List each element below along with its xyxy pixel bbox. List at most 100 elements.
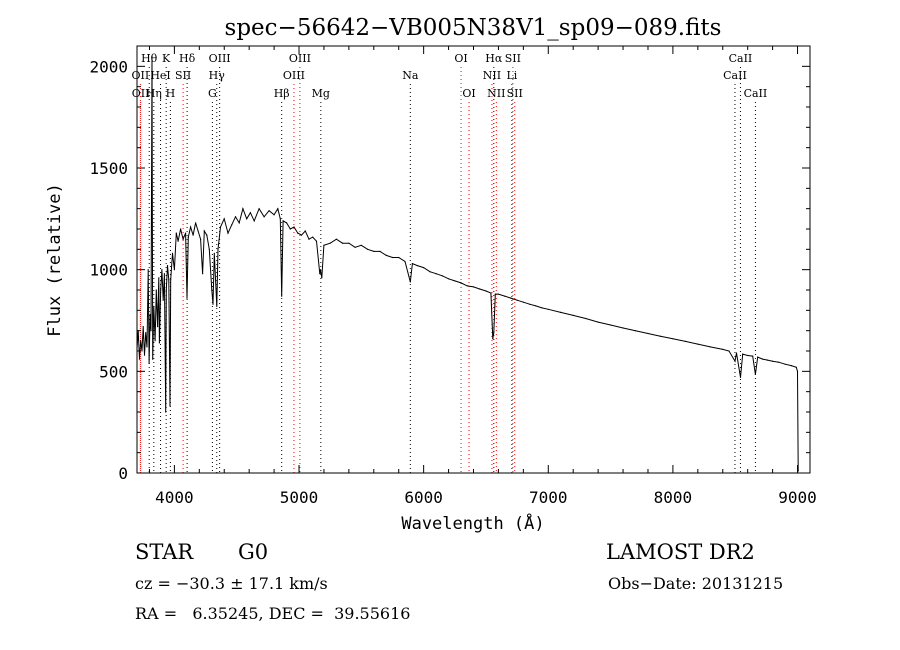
marker-label-16: Li bbox=[506, 69, 517, 82]
y-tick-label-1: 500 bbox=[99, 362, 128, 381]
data-point-97 bbox=[404, 260, 406, 263]
data-point-3 bbox=[140, 340, 142, 342]
data-point-116 bbox=[497, 293, 499, 295]
data-point-82 bbox=[319, 269, 322, 271]
data-point-81 bbox=[319, 273, 321, 275]
x-axis-label: Wavelength (Å) bbox=[401, 512, 544, 534]
data-point-74 bbox=[293, 226, 295, 228]
data-point-39 bbox=[187, 236, 189, 238]
data-point-49 bbox=[211, 289, 213, 291]
data-point-31 bbox=[171, 252, 174, 254]
data-point-23 bbox=[162, 299, 164, 301]
data-point-62 bbox=[249, 212, 251, 214]
data-point-141 bbox=[735, 352, 738, 354]
data-point-90 bbox=[360, 244, 362, 246]
axis-ticks: 4000 5000 6000 7000 8000 9000 0 500 1000 1500 2000 bbox=[89, 45, 817, 507]
data-point-72 bbox=[286, 222, 288, 224]
data-point-6 bbox=[143, 354, 146, 356]
data-point-126 bbox=[572, 314, 574, 316]
data-point-108 bbox=[466, 285, 468, 287]
data-point-91 bbox=[367, 248, 369, 250]
data-point-52 bbox=[216, 305, 218, 307]
data-point-102 bbox=[429, 271, 431, 273]
data-point-50 bbox=[212, 303, 214, 305]
marker-label-15: NII bbox=[483, 69, 501, 82]
data-point-80 bbox=[315, 240, 318, 242]
redshift-velocity: cz = −30.3 ± 17.1 km/s bbox=[135, 574, 328, 593]
data-point-14 bbox=[152, 358, 154, 360]
data-point-129 bbox=[610, 324, 612, 326]
data-point-4 bbox=[141, 350, 143, 352]
data-point-135 bbox=[684, 340, 687, 342]
data-point-78 bbox=[308, 238, 310, 240]
data-point-37 bbox=[185, 232, 187, 234]
marker-label-9: OII bbox=[132, 69, 150, 82]
data-point-128 bbox=[597, 321, 599, 323]
data-point-65 bbox=[263, 216, 265, 218]
data-point-106 bbox=[454, 280, 456, 282]
data-point-16 bbox=[154, 340, 156, 342]
data-point-41 bbox=[192, 234, 194, 236]
data-point-56 bbox=[227, 232, 229, 234]
x-tick-label-4: 8000 bbox=[654, 488, 693, 507]
data-point-67 bbox=[273, 214, 275, 216]
data-point-38 bbox=[186, 297, 188, 299]
data-point-148 bbox=[762, 358, 764, 360]
data-point-66 bbox=[268, 210, 270, 212]
marker-label-8: CaII bbox=[729, 52, 753, 65]
data-point-111 bbox=[485, 290, 487, 292]
data-point-154 bbox=[795, 366, 797, 368]
data-point-92 bbox=[373, 250, 375, 252]
data-point-20 bbox=[158, 342, 160, 344]
data-point-120 bbox=[522, 301, 525, 303]
data-point-152 bbox=[784, 363, 786, 365]
plot-frame bbox=[136, 45, 811, 474]
x-tick-label-1: 5000 bbox=[280, 488, 319, 507]
data-point-93 bbox=[379, 250, 381, 252]
data-point-47 bbox=[206, 234, 208, 236]
data-point-60 bbox=[242, 208, 244, 210]
data-point-79 bbox=[312, 236, 314, 238]
data-point-63 bbox=[253, 220, 255, 222]
data-point-131 bbox=[634, 330, 637, 332]
data-point-55 bbox=[223, 218, 225, 220]
marker-label-19: Hη bbox=[146, 87, 162, 100]
data-point-69 bbox=[279, 218, 281, 220]
y-tick-label-3: 1500 bbox=[89, 159, 128, 178]
data-point-139 bbox=[728, 350, 730, 352]
data-point-136 bbox=[697, 343, 699, 345]
marker-label-11: SII bbox=[175, 69, 191, 82]
data-point-30 bbox=[170, 279, 172, 281]
marker-label-25: NII bbox=[487, 87, 505, 100]
data-point-40 bbox=[190, 226, 192, 228]
data-point-99 bbox=[411, 263, 413, 265]
x-tick-label-5: 9000 bbox=[778, 488, 817, 507]
data-point-73 bbox=[289, 228, 291, 230]
x-tick-label-3: 7000 bbox=[529, 488, 568, 507]
data-point-147 bbox=[757, 356, 759, 358]
data-point-100 bbox=[416, 265, 418, 267]
data-point-84 bbox=[323, 244, 325, 246]
data-point-25 bbox=[165, 411, 167, 413]
data-point-5 bbox=[142, 326, 144, 328]
data-point-48 bbox=[208, 248, 210, 250]
marker-label-27: CaII bbox=[744, 87, 768, 100]
marker-label-18: OII bbox=[132, 87, 150, 100]
coordinates: RA = 6.35245, DEC = 39.55616 bbox=[135, 604, 411, 623]
data-point-142 bbox=[739, 376, 742, 378]
data-point-124 bbox=[547, 308, 549, 310]
marker-label-23: Mg bbox=[312, 87, 330, 100]
data-point-112 bbox=[490, 292, 492, 294]
data-point-151 bbox=[778, 361, 780, 363]
data-point-68 bbox=[277, 208, 279, 210]
data-point-109 bbox=[472, 286, 475, 288]
data-point-114 bbox=[493, 332, 495, 334]
data-point-85 bbox=[329, 242, 331, 244]
marker-label-5: OI bbox=[454, 52, 467, 65]
data-point-61 bbox=[246, 218, 248, 220]
data-point-103 bbox=[435, 273, 437, 275]
data-point-155 bbox=[796, 370, 799, 372]
marker-label-4: OIII bbox=[289, 52, 311, 65]
